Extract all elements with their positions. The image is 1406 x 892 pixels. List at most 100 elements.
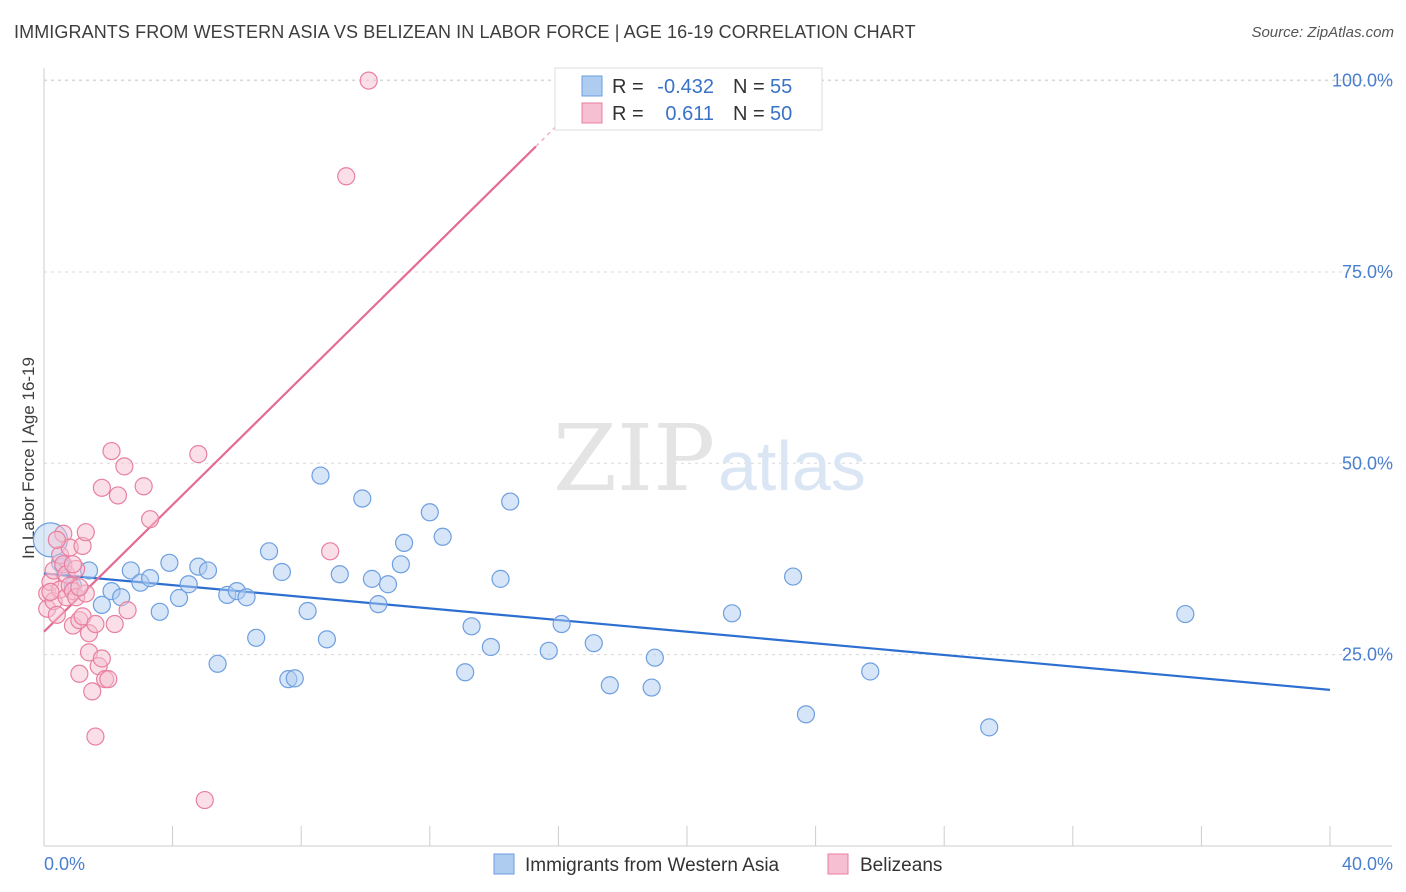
series-legend-swatch-blue: [493, 853, 515, 875]
point-pink-30: [92, 649, 111, 668]
point-pink-41: [189, 445, 208, 464]
point-blue-40: [491, 569, 510, 588]
point-blue-41: [501, 492, 520, 511]
point-pink-37: [115, 457, 134, 476]
chart-title: IMMIGRANTS FROM WESTERN ASIA VS BELIZEAN…: [14, 22, 916, 42]
point-blue-49: [783, 567, 803, 586]
point-pink-44: [337, 167, 356, 186]
point-pink-5: [47, 605, 66, 624]
y-tick-label-25: 25.0%: [1342, 645, 1393, 665]
point-blue-38: [462, 617, 481, 636]
y-tick-label-50: 50.0%: [1342, 453, 1393, 473]
legend-n-label-2: N =: [733, 103, 765, 125]
point-blue-13: [179, 575, 198, 594]
point-blue-36: [433, 527, 452, 546]
point-blue-37: [456, 663, 475, 682]
legend-n-label-1: N =: [733, 76, 765, 98]
watermark-zip: ZIP: [553, 405, 715, 512]
legend-r-label-2: R =: [612, 103, 644, 125]
series-legend-label-pink: Belizeans: [860, 855, 942, 876]
point-blue-7: [121, 561, 140, 580]
point-blue-29: [353, 489, 372, 508]
point-pink-28: [86, 727, 105, 746]
legend-n-value-2: 50: [770, 103, 792, 125]
point-pink-42: [195, 790, 214, 810]
point-pink-40: [140, 510, 160, 529]
point-pink-39: [134, 477, 153, 496]
point-blue-28: [330, 565, 349, 584]
watermark-atlas: atlas: [718, 427, 866, 505]
point-blue-42: [539, 641, 558, 660]
point-pink-35: [105, 614, 124, 634]
point-blue-50: [796, 705, 816, 724]
point-blue-11: [160, 553, 179, 572]
trend-line-western-asia: [43, 572, 1331, 691]
point-blue-39: [481, 637, 500, 657]
point-blue-46: [642, 678, 661, 697]
point-blue-4: [92, 595, 111, 614]
point-blue-22: [272, 562, 292, 582]
point-blue-48: [722, 604, 742, 623]
y-tick-label-100: 100.0%: [1332, 71, 1393, 91]
y-axis-title: In Labor Force | Age 16-19: [19, 357, 38, 559]
legend-swatch-blue: [581, 75, 603, 97]
series-belizeans-points: [38, 71, 378, 810]
point-blue-34: [394, 533, 414, 553]
point-pink-47: [41, 582, 60, 601]
legend-r-label-1: R =: [612, 76, 644, 98]
point-blue-51: [861, 662, 880, 681]
point-blue-31: [369, 595, 388, 614]
legend-swatch-pink: [581, 102, 603, 124]
point-pink-45: [359, 71, 378, 90]
point-blue-27: [317, 630, 337, 649]
point-pink-43: [321, 542, 340, 561]
x-axis-ticks: [172, 826, 1331, 846]
trend-line-belizeans: [43, 145, 537, 633]
point-pink-27: [86, 614, 105, 634]
point-blue-44: [584, 634, 603, 653]
point-pink-23: [76, 523, 95, 542]
legend-n-value-1: 55: [770, 76, 792, 98]
point-pink-36: [108, 486, 128, 505]
point-blue-9: [140, 569, 160, 588]
point-blue-52: [980, 718, 999, 737]
point-blue-30: [362, 569, 382, 588]
point-blue-25: [298, 601, 317, 621]
point-blue-45: [600, 676, 619, 695]
series-legend-swatch-pink: [827, 853, 849, 875]
point-pink-38: [118, 601, 137, 620]
series-legend: Immigrants from Western Asia Belizeans: [493, 853, 942, 876]
point-blue-26: [311, 466, 330, 485]
y-tick-label-75: 75.0%: [1342, 262, 1393, 282]
point-pink-31: [92, 478, 111, 497]
source-label: Source: ZipAtlas.com: [1251, 24, 1394, 41]
point-blue-33: [391, 555, 410, 574]
point-blue-32: [378, 575, 398, 594]
point-pink-26: [83, 682, 102, 701]
point-pink-19: [70, 664, 89, 683]
gridlines: [44, 79, 1392, 656]
point-blue-53: [1176, 604, 1195, 624]
point-pink-33: [99, 670, 118, 689]
series-legend-label-blue: Immigrants from Western Asia: [525, 855, 780, 876]
x-tick-label-min: 0.0%: [44, 854, 85, 874]
point-pink-46: [47, 530, 66, 549]
point-blue-21: [259, 542, 279, 561]
point-blue-12: [169, 588, 189, 608]
point-blue-20: [247, 628, 266, 647]
x-tick-label-max: 40.0%: [1342, 854, 1393, 874]
stats-legend: R = -0.432 N = 55 R = 0.611 N = 50: [554, 67, 823, 131]
point-pink-34: [102, 441, 121, 461]
point-pink-48: [63, 555, 83, 574]
point-pink-49: [70, 578, 89, 597]
point-blue-35: [420, 503, 439, 522]
legend-r-value-2: 0.611: [665, 103, 714, 125]
point-blue-47: [645, 648, 664, 667]
point-blue-43: [552, 614, 571, 634]
point-blue-10: [150, 602, 169, 621]
y-tick-labels: 25.0% 50.0% 75.0% 100.0%: [1332, 71, 1393, 665]
point-blue-15: [198, 561, 218, 580]
legend-r-value-1: -0.432: [657, 76, 714, 98]
point-blue-16: [208, 654, 227, 673]
